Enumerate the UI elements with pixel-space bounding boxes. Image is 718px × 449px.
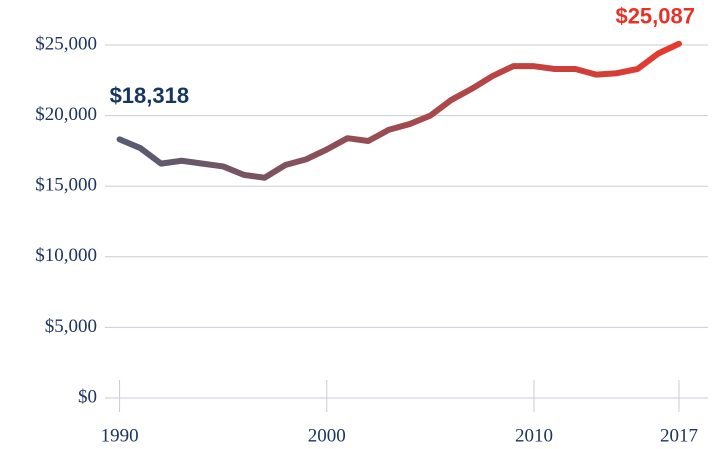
y-tick-label: $5,000: [45, 316, 97, 337]
x-tick-label: 2000: [308, 425, 346, 446]
x-tick-label: 2017: [660, 425, 698, 446]
y-tick-label: $20,000: [35, 104, 97, 125]
data-label: $25,087: [615, 4, 695, 29]
x-tick-label: 2010: [515, 425, 553, 446]
y-tick-label: $0: [78, 386, 97, 407]
data-label: $18,318: [110, 83, 190, 108]
y-tick-label: $25,000: [35, 33, 97, 54]
line: [116, 40, 682, 181]
y-tick-label: $10,000: [35, 245, 97, 266]
x-tick-label: 1990: [101, 425, 139, 446]
y-tick-label: $15,000: [35, 175, 97, 196]
